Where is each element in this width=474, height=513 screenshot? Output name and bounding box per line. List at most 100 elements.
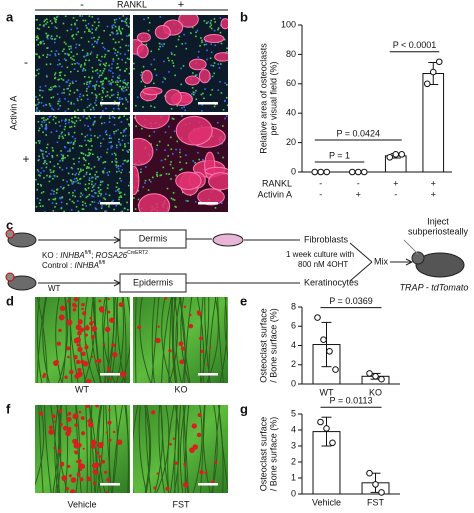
nucleus — [200, 93, 203, 96]
nucleus — [114, 25, 117, 28]
nucleus — [79, 15, 81, 17]
trap-cell — [73, 297, 78, 302]
nucleus — [107, 174, 110, 176]
trap-cell — [79, 468, 83, 472]
y-tick-label: 5 — [291, 408, 296, 418]
nucleus — [81, 133, 83, 135]
nucleus — [87, 22, 90, 25]
trap-cell — [104, 470, 108, 474]
nucleus — [46, 47, 48, 49]
nucleus — [213, 105, 216, 108]
nucleus — [113, 117, 116, 119]
nucleus — [52, 149, 54, 152]
nucleus — [74, 22, 76, 25]
trap-cell — [66, 416, 72, 422]
nucleus — [69, 126, 71, 128]
nucleus — [82, 208, 85, 211]
nucleus — [111, 25, 114, 27]
nucleus — [53, 175, 56, 178]
nucleus — [126, 150, 128, 152]
nucleus — [50, 115, 52, 117]
nucleus — [99, 74, 101, 77]
nucleus — [54, 26, 56, 28]
nucleus — [40, 123, 43, 126]
nucleus — [137, 189, 140, 192]
trap-cell — [65, 430, 71, 437]
x-tick-label: FST — [367, 497, 385, 507]
nucleus — [93, 135, 96, 137]
nucleus — [74, 63, 76, 65]
nucleus — [88, 80, 91, 83]
nucleus — [66, 52, 69, 55]
nucleus — [93, 191, 96, 194]
nucleus — [192, 93, 195, 96]
trap-cell — [77, 325, 81, 329]
nucleus — [68, 121, 70, 124]
nucleus — [160, 43, 163, 45]
nucleus — [126, 24, 129, 27]
nucleus — [89, 53, 92, 55]
nucleus — [156, 175, 159, 177]
nucleus — [116, 96, 119, 99]
condition-value: - — [319, 178, 322, 188]
nucleus — [46, 75, 48, 78]
nucleus — [102, 161, 105, 164]
nucleus — [85, 196, 88, 199]
nucleus — [160, 159, 163, 162]
nucleus — [116, 33, 118, 36]
nucleus — [99, 189, 102, 191]
nucleus — [52, 177, 54, 180]
nucleus — [85, 144, 88, 146]
nucleus — [78, 171, 81, 173]
nucleus — [65, 167, 68, 169]
background — [35, 115, 130, 212]
nucleus — [220, 42, 223, 45]
nucleus — [37, 140, 40, 142]
nucleus — [185, 199, 188, 202]
nucleus — [93, 36, 95, 39]
nucleus — [52, 198, 55, 201]
nucleus — [42, 131, 44, 134]
nucleus — [119, 116, 121, 118]
nucleus — [85, 173, 88, 176]
nucleus — [180, 67, 182, 70]
nucleus — [78, 95, 81, 98]
osteoclast — [208, 172, 228, 191]
trap-cell — [103, 343, 106, 346]
nucleus — [45, 56, 48, 58]
ridge — [92, 297, 101, 383]
nucleus — [85, 54, 88, 57]
nucleus — [37, 37, 40, 40]
nucleus — [71, 135, 74, 138]
nucleus — [124, 82, 126, 84]
nucleus — [170, 108, 173, 110]
condition-value: + — [431, 178, 436, 188]
nucleus — [127, 44, 130, 47]
ridge — [58, 405, 69, 493]
trap-cell — [192, 444, 199, 450]
data-point — [332, 366, 339, 373]
ridge — [90, 405, 93, 493]
nucleus — [126, 35, 128, 37]
nucleus — [37, 43, 40, 46]
nucleus — [72, 181, 74, 184]
nucleus — [96, 56, 98, 59]
nucleus — [50, 131, 53, 134]
nucleus — [42, 89, 44, 92]
y-axis-label: / Bone surface (%) — [268, 417, 278, 492]
nucleus — [61, 157, 63, 160]
nucleus — [51, 202, 54, 204]
nucleus — [67, 79, 70, 82]
nucleus — [36, 35, 39, 37]
nucleus — [46, 146, 48, 149]
nucleus — [114, 41, 117, 44]
nucleus — [177, 38, 180, 41]
inject-label: subperiosteally — [408, 226, 469, 236]
nucleus — [114, 49, 117, 51]
nucleus — [63, 88, 65, 91]
nucleus — [89, 203, 92, 206]
nucleus — [39, 205, 42, 208]
nucleus — [113, 208, 115, 211]
nucleus — [84, 19, 87, 22]
nucleus — [54, 18, 56, 20]
